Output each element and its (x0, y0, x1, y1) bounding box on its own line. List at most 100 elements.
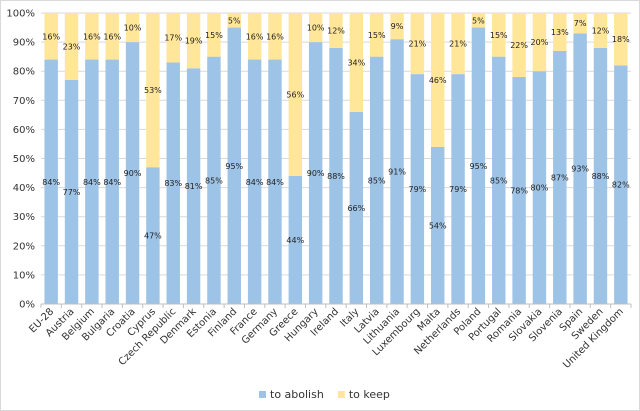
bar-keep (44, 13, 58, 60)
bar-keep (125, 13, 140, 43)
data-label: 47% (144, 232, 162, 241)
bar-keep (166, 13, 180, 63)
data-label: 81% (185, 182, 203, 191)
bar-keep (553, 13, 567, 51)
bar-abolish (349, 111, 364, 304)
data-label: 16% (83, 32, 101, 41)
bar-keep (593, 13, 608, 48)
bar-abolish (44, 59, 58, 305)
bars (44, 13, 628, 305)
bar-abolish (390, 39, 404, 304)
bar-abolish (369, 56, 384, 305)
data-label: 84% (266, 178, 284, 187)
y-tick-label: 90% (13, 38, 35, 49)
x-axis: EU-28AustriaBelgiumBulgariaCroatiaCyprus… (27, 303, 632, 371)
data-label: 78% (510, 187, 528, 196)
data-label: 85% (490, 176, 508, 185)
bar-abolish (207, 56, 221, 305)
legend-label-abolish: to abolish (270, 388, 324, 401)
y-tick-label: 80% (13, 67, 35, 78)
data-label: 21% (408, 40, 426, 49)
data-label: 84% (103, 178, 121, 187)
data-label: 23% (63, 42, 81, 51)
data-label: 93% (571, 165, 589, 174)
bar-abolish (186, 68, 201, 304)
data-label: 54% (429, 221, 447, 230)
data-label: 80% (531, 184, 549, 193)
bar-abolish (410, 74, 425, 304)
bar-abolish (492, 56, 506, 305)
data-label: 7% (574, 19, 587, 28)
bar-keep (105, 13, 119, 60)
bar-abolish (247, 59, 262, 305)
data-label: 10% (307, 24, 325, 33)
bar-keep (64, 13, 79, 80)
y-tick-label: 100% (6, 9, 35, 20)
bar-abolish (105, 59, 119, 305)
bar-keep (186, 13, 201, 69)
bar-abolish (512, 77, 526, 305)
y-tick-label: 30% (13, 212, 35, 223)
bar-abolish (573, 33, 587, 305)
data-label: 15% (490, 31, 508, 40)
data-label: 95% (225, 162, 243, 171)
data-label: 90% (124, 169, 142, 178)
data-label: 77% (63, 188, 81, 197)
data-label: 53% (144, 86, 162, 95)
bar-keep (532, 13, 547, 72)
y-tick-label: 20% (13, 241, 35, 252)
bar-keep (451, 13, 465, 75)
data-label: 10% (124, 24, 142, 33)
bar-abolish (532, 71, 547, 304)
bar-abolish (471, 27, 486, 305)
bar-keep (390, 13, 404, 40)
bar-keep (471, 13, 486, 28)
y-tick-label: 70% (13, 96, 35, 107)
legend-swatch-abolish (259, 391, 266, 398)
data-label: 21% (449, 40, 467, 49)
data-label: 88% (592, 172, 610, 181)
bar-keep (85, 13, 99, 60)
data-label: 17% (164, 34, 182, 43)
bar-abolish (614, 65, 628, 304)
bar-keep (614, 13, 628, 66)
bar-keep (349, 13, 364, 112)
data-label: 16% (103, 32, 121, 41)
data-label: 16% (266, 32, 284, 41)
y-tick-label: 50% (13, 154, 35, 165)
data-label: 84% (42, 178, 60, 187)
data-label: 9% (391, 22, 404, 31)
data-labels: 84% 16% 77% 23% 84% 16% 84% 16% 90% 10% 47% 53% 83% 1… (42, 16, 630, 245)
data-label: 5% (472, 16, 485, 25)
bar-abolish (146, 167, 160, 304)
data-label: 79% (408, 185, 426, 194)
data-label: 90% (307, 169, 325, 178)
data-label: 84% (83, 178, 101, 187)
data-label: 83% (164, 179, 182, 188)
bar-abolish (64, 79, 79, 305)
bar-keep (492, 13, 506, 57)
data-label: 15% (368, 31, 386, 40)
bar-keep (308, 13, 323, 43)
bar-abolish (268, 59, 282, 305)
data-label: 34% (347, 58, 365, 67)
data-label: 5% (228, 16, 241, 25)
data-label: 84% (246, 178, 264, 187)
bar-keep (369, 13, 384, 57)
data-label: 12% (592, 26, 610, 35)
data-label: 19% (185, 37, 203, 46)
bar-abolish (288, 175, 303, 304)
bar-keep (573, 13, 587, 34)
data-label: 85% (368, 176, 386, 185)
bar-abolish (125, 42, 140, 304)
legend-label-keep: to keep (349, 388, 390, 401)
legend-swatch-keep (337, 391, 345, 398)
bar-keep (207, 13, 221, 57)
bar-keep (512, 13, 526, 78)
data-label: 15% (205, 31, 223, 40)
data-label: 46% (429, 76, 447, 85)
legend: to abolish to keep (259, 388, 390, 401)
bar-keep (431, 13, 445, 147)
y-axis: 0% 10% 20% 30% 40% 50% 60% 70% 80% 90% 100% (6, 9, 35, 311)
data-label: 13% (551, 28, 569, 37)
